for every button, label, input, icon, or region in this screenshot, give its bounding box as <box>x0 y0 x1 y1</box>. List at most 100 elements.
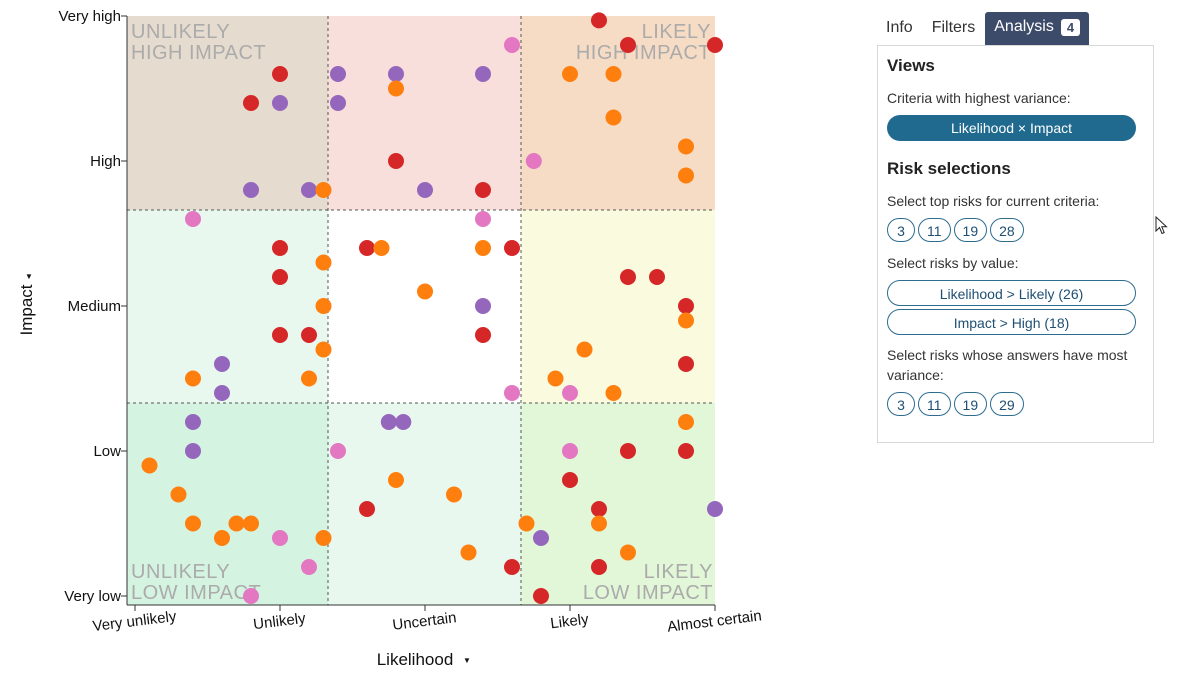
risk-point[interactable] <box>605 66 622 82</box>
y-axis-dropdown-icon[interactable]: ▼ <box>25 272 33 281</box>
risk-point[interactable] <box>620 37 636 53</box>
risk-point[interactable] <box>525 153 542 169</box>
risk-point[interactable] <box>475 182 491 198</box>
risk-point[interactable] <box>591 559 607 575</box>
risk-point[interactable] <box>475 240 491 256</box>
risk-point[interactable] <box>388 472 404 488</box>
risk-point[interactable] <box>388 153 404 169</box>
risk-point[interactable] <box>591 12 607 29</box>
x-axis-dropdown-icon[interactable]: ▼ <box>463 656 471 665</box>
risk-point[interactable] <box>228 515 245 532</box>
risk-point[interactable] <box>417 283 433 300</box>
risk-point[interactable] <box>315 530 332 546</box>
risk-point[interactable] <box>475 327 491 343</box>
risk-point[interactable] <box>591 515 607 532</box>
risk-point[interactable] <box>678 167 694 184</box>
risk-point[interactable] <box>272 530 288 546</box>
risk-point[interactable] <box>315 182 332 198</box>
top-risk-pill[interactable]: 19 <box>953 218 988 242</box>
risk-point[interactable] <box>243 95 259 111</box>
risk-point[interactable] <box>330 443 346 459</box>
risk-point[interactable] <box>185 370 201 387</box>
risk-point[interactable] <box>547 370 564 387</box>
risk-point[interactable] <box>214 530 230 546</box>
risk-point[interactable] <box>315 341 332 358</box>
risk-point[interactable] <box>301 370 317 387</box>
risk-point[interactable] <box>620 269 636 285</box>
risk-point[interactable] <box>707 37 723 53</box>
risk-point[interactable] <box>380 414 397 430</box>
y-axis-title[interactable]: Impact <box>17 284 36 335</box>
risk-point[interactable] <box>591 501 607 517</box>
risk-point[interactable] <box>576 341 593 358</box>
risk-point[interactable] <box>301 559 317 575</box>
risk-point[interactable] <box>330 95 346 111</box>
risk-point[interactable] <box>678 312 694 329</box>
risk-point[interactable] <box>315 254 332 271</box>
top-risk-pill[interactable]: 11 <box>918 218 951 242</box>
impact-filter-button[interactable]: Impact > High (18) <box>887 309 1136 335</box>
x-axis-title[interactable]: Likelihood <box>377 650 454 669</box>
tab-analysis[interactable]: Analysis 4 <box>985 12 1090 45</box>
views-likelihood-impact-button[interactable]: Likelihood × Impact <box>887 115 1136 141</box>
risk-point[interactable] <box>417 182 433 198</box>
risk-point[interactable] <box>395 414 412 430</box>
risk-point[interactable] <box>185 211 201 227</box>
variance-risk-pill[interactable]: 29 <box>990 392 1024 416</box>
top-risk-pill[interactable]: 28 <box>990 218 1024 242</box>
risk-point[interactable] <box>678 414 694 430</box>
risk-point[interactable] <box>388 66 404 82</box>
tab-info[interactable]: Info <box>886 19 913 36</box>
risk-point[interactable] <box>707 501 723 517</box>
risk-point[interactable] <box>373 240 390 256</box>
risk-point[interactable] <box>272 269 288 285</box>
risk-point[interactable] <box>185 515 201 532</box>
risk-point[interactable] <box>388 80 404 97</box>
risk-point[interactable] <box>678 443 694 459</box>
risk-point[interactable] <box>562 385 578 401</box>
risk-point[interactable] <box>475 298 491 314</box>
risk-point[interactable] <box>243 182 259 198</box>
risk-point[interactable] <box>533 588 549 604</box>
risk-point[interactable] <box>301 327 317 343</box>
risk-point[interactable] <box>185 443 201 459</box>
risk-point[interactable] <box>562 66 578 82</box>
risk-point[interactable] <box>504 240 520 256</box>
risk-point[interactable] <box>272 95 288 111</box>
risk-point[interactable] <box>518 515 535 532</box>
risk-point[interactable] <box>301 182 317 198</box>
risk-point[interactable] <box>475 211 491 227</box>
risk-point[interactable] <box>504 37 520 53</box>
risk-point[interactable] <box>475 66 491 82</box>
risk-point[interactable] <box>214 356 230 372</box>
risk-point[interactable] <box>315 298 332 314</box>
risk-point[interactable] <box>678 138 694 155</box>
y-axis-title-group[interactable]: Impact ▼ <box>17 272 36 336</box>
risk-point[interactable] <box>504 385 520 401</box>
risk-point[interactable] <box>141 457 158 474</box>
risk-point[interactable] <box>620 544 636 561</box>
risk-point[interactable] <box>460 544 477 561</box>
risk-point[interactable] <box>562 443 578 459</box>
risk-point[interactable] <box>272 66 288 82</box>
likelihood-filter-button[interactable]: Likelihood > Likely (26) <box>887 280 1136 306</box>
risk-point[interactable] <box>605 385 622 401</box>
risk-point[interactable] <box>504 559 520 575</box>
risk-point[interactable] <box>272 240 288 256</box>
risk-point[interactable] <box>243 515 259 532</box>
variance-risk-pill[interactable]: 19 <box>953 392 988 416</box>
risk-point[interactable] <box>678 298 694 314</box>
variance-risk-pill[interactable]: 3 <box>887 392 915 416</box>
risk-point[interactable] <box>359 501 375 517</box>
risk-point[interactable] <box>272 327 288 343</box>
risk-point[interactable] <box>446 486 462 503</box>
risk-point[interactable] <box>605 109 622 126</box>
risk-point[interactable] <box>533 530 549 546</box>
risk-point[interactable] <box>562 472 578 488</box>
risk-point[interactable] <box>359 240 375 256</box>
variance-risk-pill[interactable]: 11 <box>918 392 951 416</box>
tab-filters[interactable]: Filters <box>931 19 976 36</box>
risk-point[interactable] <box>214 385 230 401</box>
top-risk-pill[interactable]: 3 <box>887 218 915 242</box>
risk-point[interactable] <box>620 443 636 459</box>
